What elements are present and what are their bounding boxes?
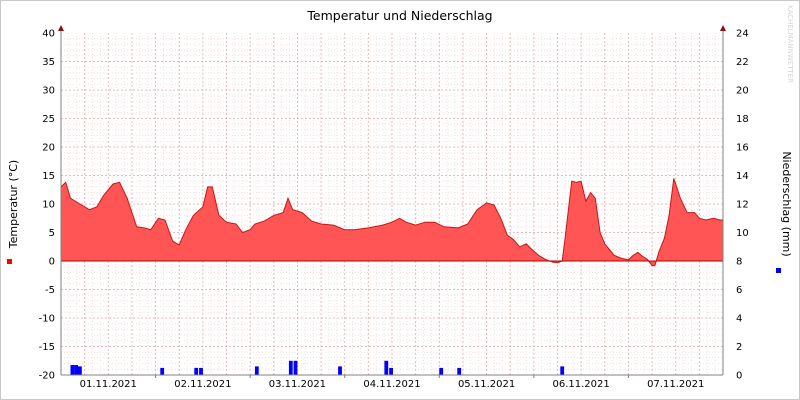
x-tick-label: 02.11.2021 <box>174 379 231 390</box>
right-tick-label: 20 <box>736 86 749 97</box>
left-tick-label: 25 <box>42 114 55 125</box>
temperature-line <box>60 178 723 267</box>
precipitation-bar <box>384 360 389 376</box>
left-tick-label: -5 <box>45 285 55 296</box>
right-tick-label: 8 <box>736 257 742 268</box>
x-tick-label: 03.11.2021 <box>269 379 326 390</box>
precipitation-bar <box>70 365 75 375</box>
right-axis-legend-marker <box>776 268 781 273</box>
left-tick-label: 35 <box>42 57 55 68</box>
left-axis-legend-marker <box>7 259 12 264</box>
precipitation-series <box>70 360 565 376</box>
temperature-area <box>61 178 723 266</box>
precipitation-bar <box>194 367 199 375</box>
left-tick-label: 20 <box>42 143 55 154</box>
x-tick-label: 01.11.2021 <box>80 379 137 390</box>
precipitation-bar <box>74 365 78 375</box>
right-tick-label: 16 <box>736 143 749 154</box>
watermark: KACHELMANNWETTER <box>786 5 794 83</box>
left-tick-label: 30 <box>42 86 55 97</box>
precipitation-bar <box>254 366 259 375</box>
right-tick-label: 6 <box>736 285 742 296</box>
right-tick-label: 10 <box>736 228 749 239</box>
left-tick-label: 10 <box>42 200 55 211</box>
x-tick-label: 05.11.2021 <box>458 379 515 390</box>
right-tick-label: 4 <box>736 314 742 325</box>
precipitation-bar <box>293 360 298 376</box>
precipitation-bar <box>199 367 203 375</box>
precipitation-bar <box>78 366 82 375</box>
precipitation-bar <box>389 367 393 375</box>
precipitation-bar <box>560 366 565 375</box>
precipitation-bar <box>288 360 293 376</box>
left-tick-label: 0 <box>49 257 55 268</box>
x-tick-label: 06.11.2021 <box>553 379 610 390</box>
precipitation-bar <box>160 367 165 375</box>
precipitation-bar <box>457 367 462 375</box>
left-tick-label: 15 <box>42 171 55 182</box>
right-axis-arrow <box>720 25 726 31</box>
left-tick-label: -10 <box>39 314 55 325</box>
left-axis-arrow <box>58 25 64 31</box>
grid-lines <box>61 33 723 375</box>
right-tick-label: 18 <box>736 114 749 125</box>
precipitation-bar <box>338 366 342 375</box>
right-tick-label: 12 <box>736 200 749 211</box>
right-tick-label: 0 <box>736 371 742 382</box>
right-tick-label: 24 <box>736 29 749 40</box>
left-tick-label: 5 <box>49 228 55 239</box>
left-axis-label: Temperatur (°C) <box>7 160 20 249</box>
right-tick-label: 22 <box>736 57 749 68</box>
left-tick-label: 40 <box>42 29 55 40</box>
x-tick-label: 04.11.2021 <box>363 379 420 390</box>
temperature-series <box>60 178 723 267</box>
axes <box>58 25 726 378</box>
precipitation-bar <box>439 367 444 375</box>
tick-labels: 4035302520151050-5-10-15-202422201816141… <box>39 29 749 391</box>
left-tick-label: -15 <box>39 342 55 353</box>
right-tick-label: 14 <box>736 171 749 182</box>
left-tick-label: -20 <box>39 371 55 382</box>
right-axis-label: Niederschlag (mm) <box>780 151 793 256</box>
x-tick-label: 07.11.2021 <box>647 379 704 390</box>
chart-title: Temperatur und Niederschlag <box>306 8 492 23</box>
right-tick-label: 2 <box>736 342 742 353</box>
